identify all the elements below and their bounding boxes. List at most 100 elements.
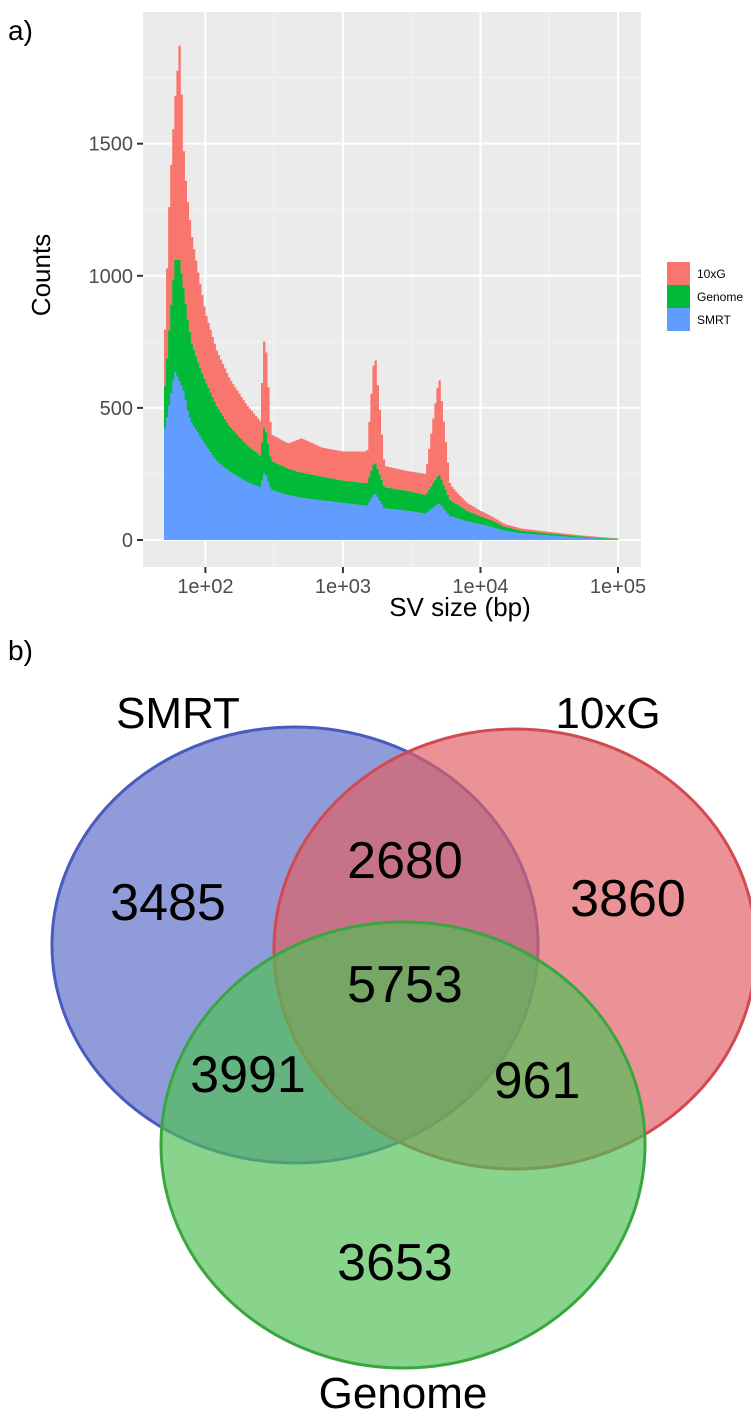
bar-smrt [389, 509, 391, 540]
bar-smrt [181, 386, 183, 540]
bar-10xg [189, 220, 191, 332]
bar-genome [172, 280, 174, 381]
bar-10xg [383, 459, 385, 485]
bar-10xg [604, 537, 606, 538]
bar-10xg [350, 451, 352, 481]
bar-genome [478, 516, 480, 524]
bar-smrt [430, 509, 432, 540]
bar-smrt [207, 449, 209, 540]
bar-smrt [465, 521, 467, 540]
bar-10xg [492, 517, 494, 521]
bar-10xg [261, 383, 263, 442]
bar-10xg [337, 451, 339, 480]
venn-value-genome-only: 3653 [337, 1234, 453, 1292]
bar-smrt [280, 493, 282, 540]
bar-10xg [275, 437, 277, 463]
bar-10xg [542, 531, 544, 533]
bar-smrt [304, 498, 306, 540]
bar-10xg [482, 512, 484, 517]
bar-10xg [432, 418, 434, 483]
bar-smrt [240, 479, 242, 540]
bar-genome [304, 473, 306, 498]
bar-genome [294, 471, 296, 497]
bar-10xg [490, 516, 492, 520]
bar-smrt [185, 400, 187, 540]
bar-genome [610, 538, 612, 539]
bar-10xg [505, 524, 507, 527]
bar-10xg [362, 451, 364, 482]
bar-10xg [327, 449, 329, 478]
bar-smrt [583, 538, 585, 540]
bar-genome [465, 510, 467, 521]
bar-smrt [300, 498, 302, 540]
bar-smrt [226, 469, 228, 540]
bar-smrt [255, 485, 257, 540]
bar-smrt [236, 476, 238, 540]
bar-10xg [593, 537, 595, 538]
bar-10xg [216, 350, 218, 405]
bar-smrt [424, 513, 426, 540]
bar-genome [542, 533, 544, 535]
bar-genome [203, 379, 205, 443]
bar-10xg [203, 306, 205, 378]
bar-genome [405, 491, 407, 511]
bar-genome [370, 470, 372, 498]
bar-genome [296, 471, 298, 497]
bar-smrt [170, 393, 172, 540]
bar-smrt [317, 500, 319, 540]
bar-smrt [416, 512, 418, 540]
bar-smrt [176, 376, 178, 540]
bar-10xg [486, 514, 488, 519]
bar-10xg [422, 474, 424, 495]
bar-10xg [185, 181, 187, 304]
legend-label-10xg: 10xG [697, 267, 726, 281]
bar-smrt [205, 446, 207, 540]
bar-smrt [354, 504, 356, 540]
bar-10xg [286, 443, 288, 468]
bar-genome [261, 442, 263, 480]
y-tick-label: 500 [100, 398, 133, 420]
bar-smrt [488, 526, 490, 540]
legend-label-genome: Genome [697, 290, 743, 304]
bar-smrt [220, 464, 222, 540]
bar-10xg [397, 469, 399, 489]
bar-10xg [412, 472, 414, 492]
bar-10xg [548, 532, 550, 534]
bar-smrt [261, 481, 263, 540]
bar-smrt [480, 524, 482, 540]
bar-smrt [443, 509, 445, 540]
bar-genome [224, 419, 226, 468]
bar-genome [178, 260, 180, 381]
bar-10xg [211, 337, 213, 397]
bar-smrt [315, 500, 317, 540]
bar-smrt [333, 502, 335, 540]
bar-10xg [240, 397, 242, 439]
bar-genome [244, 444, 246, 482]
bar-smrt [614, 539, 616, 540]
bar-10xg [525, 529, 527, 531]
bar-smrt [269, 488, 271, 540]
bar-smrt [346, 503, 348, 540]
bar-10xg [325, 448, 327, 477]
bar-genome [445, 490, 447, 511]
bar-genome [575, 536, 577, 537]
y-tick-label: 1000 [89, 266, 134, 288]
bar-10xg [323, 448, 325, 477]
bar-genome [176, 260, 178, 377]
bar-genome [218, 409, 220, 463]
bar-genome [259, 455, 261, 487]
bar-genome [379, 474, 381, 500]
bar-genome [488, 519, 490, 526]
bar-genome [457, 505, 459, 519]
bar-smrt [478, 524, 480, 540]
bar-10xg [236, 391, 238, 435]
bar-genome [187, 320, 189, 411]
bar-smrt [327, 501, 329, 540]
bar-10xg [218, 355, 220, 409]
bar-10xg [476, 509, 478, 515]
bar-10xg [273, 436, 275, 462]
bar-genome [604, 538, 606, 539]
